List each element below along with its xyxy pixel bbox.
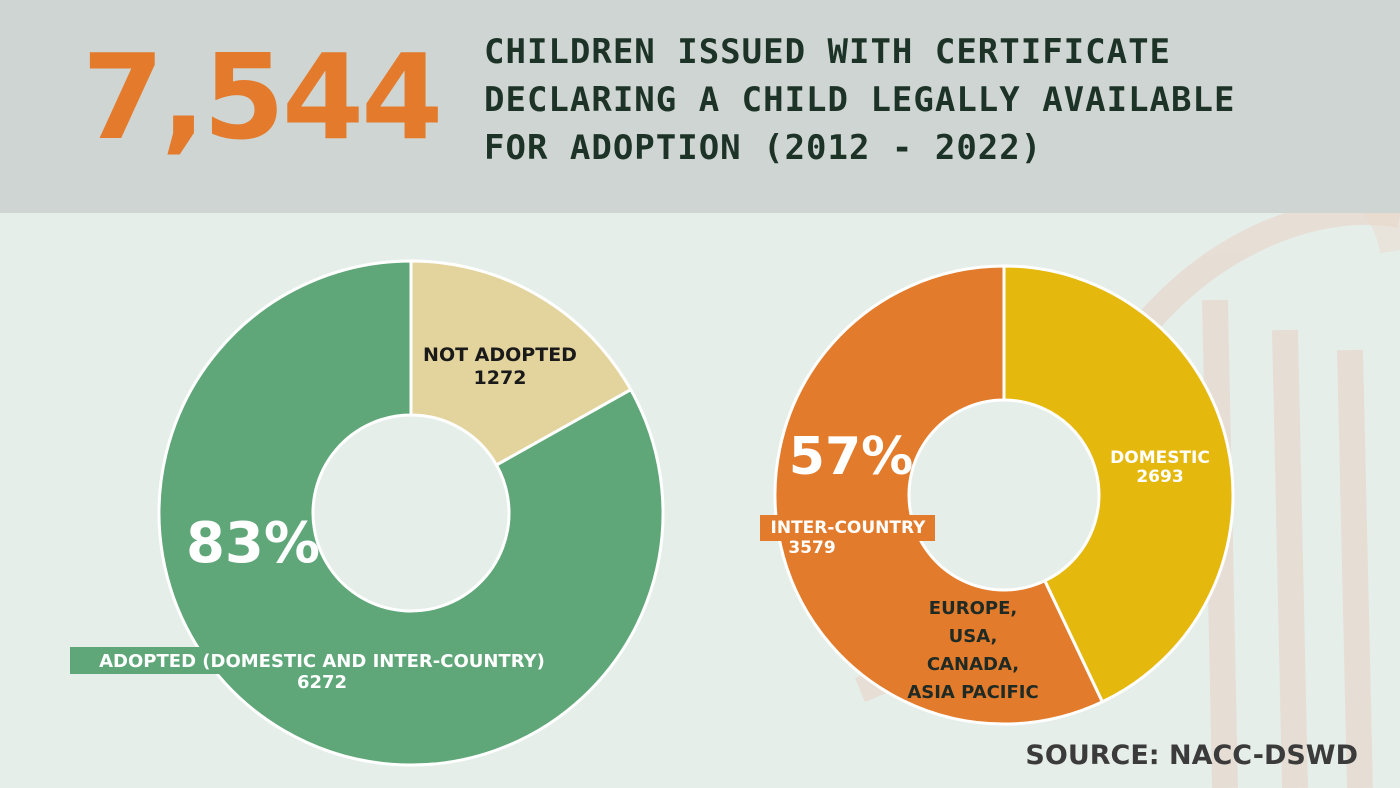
title-line-1: CHILDREN ISSUED WITH CERTIFICATE: [484, 32, 1172, 72]
annotation-line-1: EUROPE,: [929, 598, 1017, 619]
headline-title: CHILDREN ISSUED WITH CERTIFICATE DECLARI…: [484, 28, 1384, 172]
adoption-status-donut: [157, 259, 665, 767]
pie-label-domestic: DOMESTIC: [1110, 448, 1210, 468]
donut-slice-inter-country: [773, 264, 1105, 726]
percent-label-adopted: 83%: [186, 511, 320, 576]
pie-value-adopted: 6272: [297, 672, 347, 693]
adoption-type-donut: [773, 264, 1235, 726]
annotation-line-4: ASIA PACIFIC: [907, 682, 1038, 703]
pie-value-domestic: 2693: [1136, 467, 1183, 487]
pie-label-inter-country: INTER-COUNTRY: [771, 518, 927, 538]
annotation-line-2: USA,: [949, 626, 998, 647]
pie-label-adopted: ADOPTED (DOMESTIC AND INTER-COUNTRY): [99, 651, 545, 672]
total-children-number: 7,544: [82, 28, 443, 166]
pie-value-inter-country: 3579: [788, 538, 835, 558]
label-backdrop-adopted: [70, 647, 575, 674]
donut-slice-not-adopted: [409, 259, 633, 468]
donut-slice-adopted-domestic-and-inter-country: [157, 259, 665, 767]
label-backdrop-inter-country: [760, 515, 935, 541]
header-banner: 7,544 CHILDREN ISSUED WITH CERTIFICATE D…: [0, 0, 1400, 213]
source-credit: SOURCE: NACC-DSWD: [1025, 740, 1358, 771]
percent-label-inter-country: 57%: [789, 427, 913, 487]
pie-value-not-adopted: 1272: [474, 367, 527, 389]
title-line-3: FOR ADOPTION (2012 - 2022): [484, 128, 1043, 168]
donut-slice-domestic: [1002, 264, 1235, 704]
title-line-2: DECLARING A CHILD LEGALLY AVAILABLE: [484, 80, 1236, 120]
annotation-line-3: CANADA,: [927, 654, 1019, 675]
pie-label-not-adopted: NOT ADOPTED: [423, 344, 577, 366]
